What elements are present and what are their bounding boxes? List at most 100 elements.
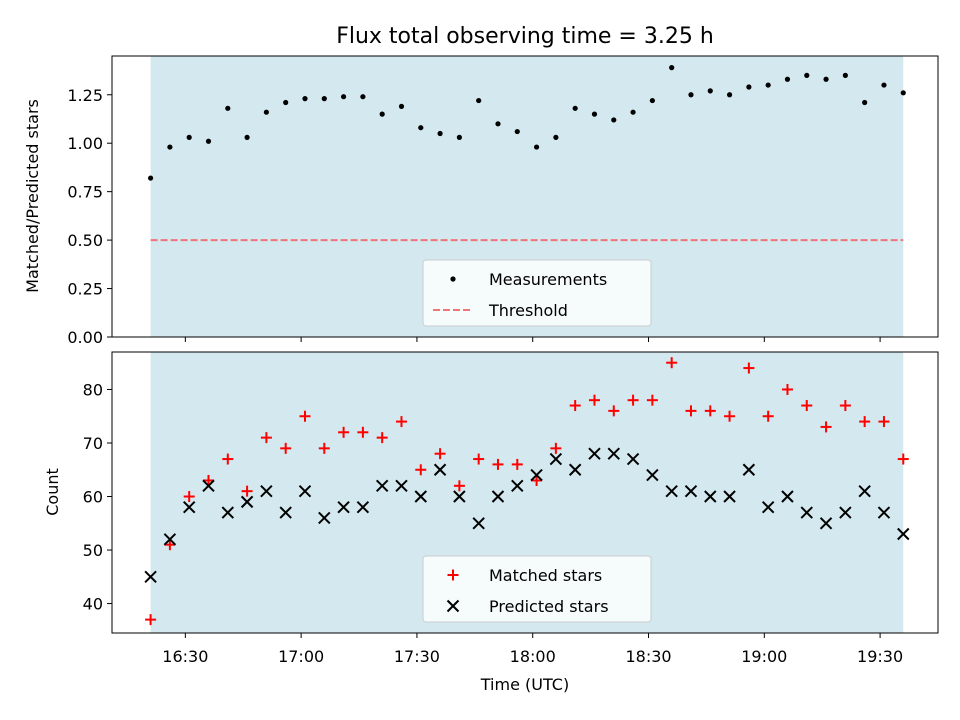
x-tick-label: 18:00 [510, 647, 556, 666]
y-tick-label: 50 [83, 541, 103, 560]
measurement-point [707, 88, 713, 94]
predicted-star-marker [453, 490, 466, 503]
matched-star-marker [878, 416, 890, 428]
matched-star-marker [376, 432, 388, 444]
measurement-point [688, 92, 694, 98]
matched-star-marker [685, 405, 697, 417]
matched-star-marker [318, 442, 330, 454]
y-tick-label: 80 [83, 380, 103, 399]
measurement-point [283, 99, 289, 106]
matched-star-marker [511, 458, 523, 470]
matched-star-marker [588, 394, 600, 406]
predicted-star-marker [742, 463, 756, 476]
predicted-star-marker [260, 484, 273, 498]
matched-star-marker [569, 400, 581, 412]
matched-star-marker [839, 400, 851, 412]
measurement-point [476, 97, 482, 104]
x-axis-label: Time (UTC) [480, 675, 569, 694]
y-tick-label: 70 [83, 434, 103, 453]
x-tick-label: 18:30 [625, 647, 671, 666]
measurement-point [379, 111, 385, 117]
matched-star-marker [434, 448, 446, 460]
predicted-star-marker [221, 506, 235, 519]
predicted-star-marker [375, 479, 389, 493]
measurement-point [321, 96, 327, 102]
matched-star-marker [260, 432, 272, 444]
matched-star-marker [453, 480, 465, 492]
predicted-star-marker [337, 501, 350, 514]
y-tick-label: 0.50 [67, 231, 103, 250]
predicted-star-marker [511, 479, 524, 493]
matched-star-marker [608, 405, 620, 417]
predicted-star-marker [240, 495, 254, 509]
predicted-star-marker [684, 484, 698, 498]
predicted-star-marker [530, 468, 543, 482]
measurement-point [746, 84, 752, 90]
predicted-star-marker [646, 468, 659, 482]
top-y-axis-label: Matched/Predicted stars [23, 99, 42, 293]
measurement-point [900, 90, 906, 96]
matched-star-marker [222, 453, 234, 465]
predicted-star-marker [549, 452, 563, 466]
matched-star-marker [762, 410, 774, 422]
measurement-point [765, 82, 771, 88]
y-tick-label: 0.25 [67, 280, 103, 299]
measurement-point [726, 92, 733, 98]
y-tick-label: 0.75 [67, 183, 103, 202]
measurement-point [804, 72, 810, 78]
predicted-star-marker [607, 447, 620, 460]
x-tick-label: 19:30 [857, 647, 903, 666]
measurement-point [630, 109, 636, 115]
matched-star-marker [299, 410, 311, 422]
predicted-star-marker [704, 490, 717, 503]
y-tick-label: 1.25 [67, 86, 103, 105]
matched-star-marker [627, 394, 639, 406]
predicted-star-marker [839, 506, 852, 519]
predicted-star-marker [433, 463, 447, 476]
matched-star-marker [531, 474, 543, 486]
chart-title: Flux total observing time = 3.25 h [336, 24, 714, 49]
predicted-star-marker [298, 484, 312, 498]
measurement-point [167, 144, 173, 150]
predicted-star-marker [182, 501, 196, 514]
matched-star-marker [704, 405, 716, 417]
legend-label: Measurements [489, 270, 607, 289]
matched-star-marker [550, 442, 562, 454]
measurement-point [514, 128, 520, 135]
matched-star-marker [820, 421, 832, 433]
y-tick-label: 0.00 [67, 328, 103, 347]
measurement-point [147, 175, 154, 181]
measurement-point [553, 134, 559, 140]
x-tick-label: 19:00 [741, 647, 787, 666]
measurement-point [495, 121, 501, 127]
matched-star-marker [415, 464, 427, 476]
predicted-star-marker [819, 517, 833, 530]
legend-matched-swatch [447, 569, 459, 581]
measurement-point [418, 125, 424, 131]
measurement-point [186, 134, 192, 140]
measurement-point [669, 65, 675, 71]
predicted-star-marker [472, 517, 485, 530]
legend-label: Predicted stars [489, 597, 609, 616]
legend: Matched stars Predicted stars [422, 555, 652, 623]
predicted-star-marker [144, 570, 157, 584]
predicted-star-marker [588, 447, 601, 460]
legend-item: Matched stars [447, 566, 602, 585]
matched-star-marker [395, 416, 407, 428]
matched-star-marker [241, 485, 253, 497]
measurement-point [340, 94, 347, 100]
top-panel: 0.00 0.25 0.50 0.75 1.00 1.25 Measurements Thre… [67, 55, 939, 347]
matched-star-marker [492, 458, 504, 470]
predicted-star-marker [723, 490, 736, 503]
predicted-star-marker [858, 484, 871, 498]
axes-frame [111, 351, 939, 634]
bottom-panel: 40 50 60 70 80 16:30 17:00 17:30 18:00 18:30 19:00… [83, 351, 939, 666]
predicted-star-marker [356, 501, 370, 514]
measurement-point [244, 134, 250, 140]
measurement-point [881, 82, 887, 88]
measurement-point [784, 76, 791, 82]
predicted-star-marker [279, 506, 292, 519]
matched-star-marker [338, 426, 350, 438]
measurement-point [437, 130, 443, 137]
